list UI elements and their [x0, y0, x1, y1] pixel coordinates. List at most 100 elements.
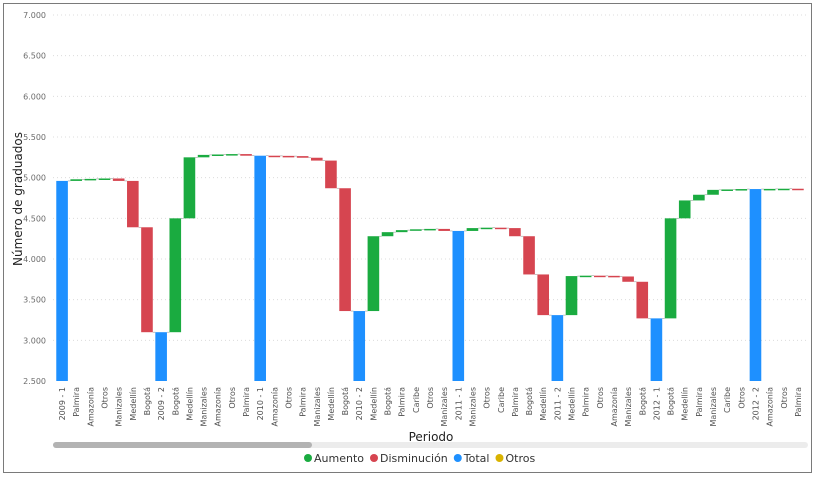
legend-label[interactable]: Aumento [314, 452, 364, 465]
bar-aumento[interactable] [381, 232, 394, 237]
x-tick-label: Otros [426, 387, 435, 409]
bar-aumento[interactable] [84, 178, 97, 181]
y-tick-label: 7.000 [23, 11, 46, 20]
bar-aumento[interactable] [735, 189, 748, 191]
y-axis-ticks: 2.500 3.000 3.500 4.000 4.500 5.000 5.500 6.000… [23, 11, 46, 386]
x-tick-label: 2011 - 1 [454, 387, 463, 420]
bar-aumento[interactable] [777, 188, 790, 191]
bar-total[interactable] [254, 155, 266, 381]
bar-aumento[interactable] [763, 188, 776, 191]
bar-disminucion[interactable] [296, 156, 309, 158]
bar-disminucion[interactable] [112, 178, 125, 181]
x-axis-ticks: 2009 - 1 Palmira Amazonía Otros Manizales Med… [58, 387, 803, 427]
bar-disminucion[interactable] [282, 155, 295, 158]
bar-disminucion[interactable] [792, 188, 804, 191]
x-tick-label: Medellín [129, 387, 138, 421]
x-tick-label: Amazonía [610, 387, 619, 427]
x-tick-label: Medellín [568, 387, 577, 421]
bar-total[interactable] [56, 180, 68, 381]
x-tick-label: Bogotá [384, 387, 393, 415]
legend-label[interactable]: Total [463, 452, 490, 465]
legend-marker [370, 454, 378, 462]
bar-disminucion[interactable] [240, 154, 252, 156]
x-tick-label: Bogotá [171, 387, 180, 415]
x-tick-label: Amazonía [270, 387, 279, 427]
bar-aumento[interactable] [579, 275, 592, 278]
bar-disminucion[interactable] [594, 275, 606, 278]
y-tick-label: 4.500 [23, 214, 46, 223]
bar-disminucion[interactable] [537, 274, 550, 316]
bar-aumento[interactable] [211, 154, 224, 156]
x-tick-label: 2012 - 2 [751, 387, 760, 420]
x-tick-label: 2010 - 1 [256, 387, 265, 420]
bar-aumento[interactable] [367, 236, 380, 312]
bar-total[interactable] [551, 315, 564, 381]
bar-aumento[interactable] [678, 200, 691, 219]
x-tick-label: Amazonía [766, 387, 775, 427]
x-tick-label: Medellín [369, 387, 378, 421]
legend-label[interactable]: Disminución [380, 452, 448, 465]
bar-aumento[interactable] [70, 179, 83, 181]
bar-disminucion[interactable] [636, 281, 649, 319]
bar-disminucion[interactable] [325, 160, 337, 189]
x-tick-label: Medellín [327, 387, 336, 421]
x-tick-label: 2010 - 2 [355, 387, 364, 420]
x-tick-label: 2012 - 1 [652, 387, 661, 420]
bar-aumento[interactable] [395, 230, 408, 233]
bar-disminucion[interactable] [494, 227, 507, 230]
bar-disminucion[interactable] [127, 180, 139, 228]
bar-disminucion[interactable] [310, 157, 323, 161]
bar-disminucion[interactable] [339, 188, 351, 312]
x-tick-label: Manizales [709, 387, 718, 427]
x-tick-label: Palmira [72, 387, 81, 417]
legend-label[interactable]: Otros [505, 452, 535, 465]
x-tick-label: Amazonía [214, 387, 223, 427]
bar-disminucion[interactable] [438, 228, 450, 231]
bar-aumento[interactable] [197, 154, 210, 158]
bar-total[interactable] [452, 230, 465, 381]
bar-aumento[interactable] [565, 276, 578, 316]
x-tick-label: Otros [228, 387, 237, 409]
x-tick-label: Otros [596, 387, 605, 409]
x-tick-label: Palmira [398, 387, 407, 417]
x-tick-label: Manizales [115, 387, 124, 427]
x-tick-label: Palmira [582, 387, 591, 417]
bar-aumento[interactable] [424, 228, 436, 231]
y-tick-label: 3.500 [23, 296, 46, 305]
x-tick-label: Caribe [723, 387, 732, 413]
bar-aumento[interactable] [693, 194, 705, 201]
x-tick-label: 2009 - 1 [58, 387, 67, 420]
bar-aumento[interactable] [169, 218, 182, 333]
bar-disminucion[interactable] [141, 227, 153, 333]
bar-aumento[interactable] [466, 228, 479, 231]
bar-disminucion[interactable] [268, 155, 281, 158]
bar-aumento[interactable] [664, 218, 677, 319]
bar-aumento[interactable] [410, 229, 422, 231]
bar-disminucion[interactable] [622, 276, 634, 282]
horizontal-scrollbar[interactable] [53, 442, 808, 448]
bar-total[interactable] [353, 311, 366, 381]
x-tick-label: Otros [284, 387, 293, 409]
x-tick-label: Amazonía [86, 387, 95, 427]
x-tick-label: Palmira [299, 387, 308, 417]
x-tick-label: Medellín [681, 387, 690, 421]
bar-aumento[interactable] [98, 178, 111, 180]
y-tick-label: 6.000 [23, 92, 46, 101]
x-axis-title: Periodo [409, 430, 454, 444]
bar-aumento[interactable] [226, 154, 238, 156]
bar-total[interactable] [155, 332, 167, 381]
bar-disminucion[interactable] [523, 236, 535, 275]
x-tick-label: Manizales [624, 387, 633, 427]
bar-aumento[interactable] [721, 189, 733, 191]
bar-aumento[interactable] [707, 189, 719, 195]
x-tick-label: Bogotá [341, 387, 350, 415]
y-tick-label: 4.000 [23, 255, 46, 264]
bar-aumento[interactable] [183, 157, 196, 219]
bar-aumento[interactable] [480, 227, 493, 230]
bar-total[interactable] [749, 189, 762, 381]
bar-total[interactable] [650, 318, 663, 381]
scrollbar-thumb[interactable] [53, 442, 312, 448]
bar-disminucion[interactable] [509, 228, 521, 237]
bar-disminucion[interactable] [608, 275, 620, 278]
